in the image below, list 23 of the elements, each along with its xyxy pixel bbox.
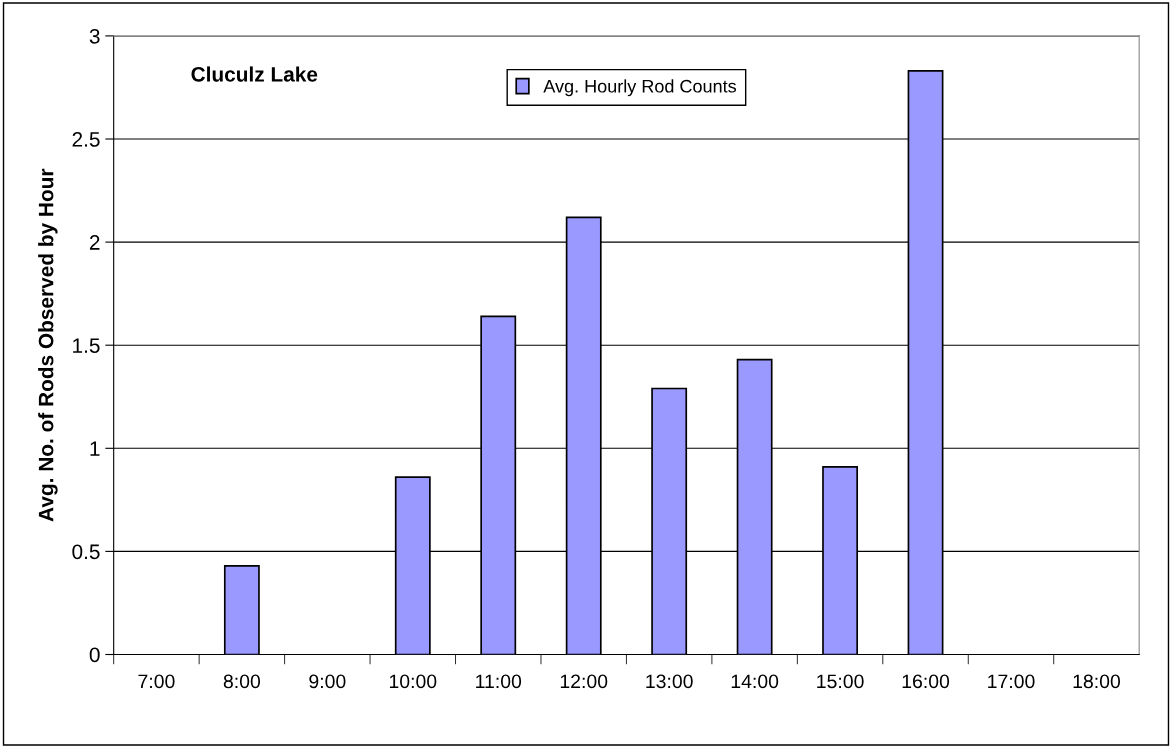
x-tick-label: 12:00 bbox=[560, 674, 608, 689]
y-tick-label: 0.5 bbox=[72, 544, 100, 560]
text: Cluculz Lake bbox=[191, 66, 318, 82]
y-tick-label: 0 bbox=[89, 647, 100, 663]
x-tick-label: 18:00 bbox=[1073, 674, 1121, 689]
y-tick-label: 1.5 bbox=[73, 338, 100, 353]
y-tick-label: 3 bbox=[89, 28, 100, 44]
x-tick-label: 15:00 bbox=[817, 674, 864, 689]
x-tick-label: 8:00 bbox=[223, 674, 261, 689]
x-tick-label: 17:00 bbox=[988, 674, 1035, 689]
y-axis-title: Avg. No. of Rods Observed by Hour bbox=[38, 168, 58, 522]
y-tick-label: 2.5 bbox=[72, 132, 100, 147]
x-tick-label: 11:00 bbox=[476, 674, 522, 689]
x-tick-label: 16:00 bbox=[902, 674, 950, 689]
x-tick-label: 13:00 bbox=[646, 674, 693, 689]
x-tick-label: 10:00 bbox=[389, 674, 437, 689]
legend-label: Avg. Hourly Rod Counts bbox=[543, 79, 737, 97]
x-tick-label: 7:00 bbox=[138, 674, 175, 689]
bar bbox=[223, 564, 260, 655]
y-tick-label: 2 bbox=[89, 235, 100, 250]
x-tick-label: 9:00 bbox=[309, 674, 346, 689]
y-tick-label: 1 bbox=[90, 441, 100, 456]
x-tick-label: 14:00 bbox=[731, 674, 779, 689]
